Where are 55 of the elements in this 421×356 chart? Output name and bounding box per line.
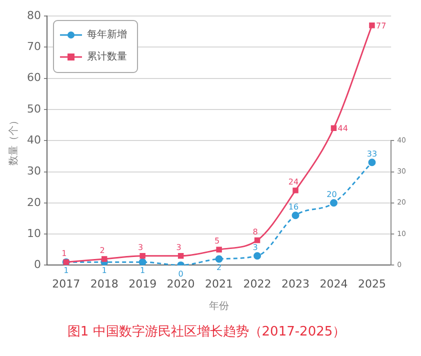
point <box>369 22 375 28</box>
point <box>140 252 146 259</box>
y-tick-label: 20 <box>26 196 41 209</box>
data-label: 5 <box>214 236 220 246</box>
text: 图1 中国数字游民社区增长趋势（2017-2025） <box>67 324 346 340</box>
point <box>178 252 184 259</box>
data-label: 1 <box>140 266 146 276</box>
y-tick-label: 60 <box>26 71 41 84</box>
data-label: 3 <box>138 242 144 252</box>
x-tick-label: 2019 <box>128 278 157 291</box>
x-tick-label: 2024 <box>320 278 348 291</box>
x-tick-label: 2020 <box>166 278 195 291</box>
data-label: 77 <box>376 21 386 30</box>
x-tick-label: 2018 <box>90 278 118 291</box>
x-tick-label: 2025 <box>358 278 386 291</box>
point <box>330 199 338 207</box>
y-tick-label: 40 <box>26 133 41 146</box>
x-tick-label: 2022 <box>243 278 272 291</box>
point <box>368 158 376 166</box>
data-label: 8 <box>252 227 258 236</box>
x-tick-label: 2023 <box>282 278 310 291</box>
point <box>216 246 222 252</box>
point <box>101 256 108 262</box>
data-label: 24 <box>288 178 299 187</box>
legend-label: 累计数量 <box>86 50 127 63</box>
legend-label: 每年新增 <box>86 28 127 41</box>
y-tick-label: 30 <box>26 164 41 178</box>
data-label: 33 <box>366 149 378 158</box>
point <box>330 125 337 132</box>
data-label: 1 <box>62 249 67 258</box>
y-tick-label: 10 <box>26 226 41 240</box>
data-label: 2 <box>216 263 222 272</box>
x-axis-title: 年份 <box>209 300 230 312</box>
data-label: 0 <box>178 269 184 278</box>
data-label: 16 <box>288 202 299 212</box>
y-tick-label: 80 <box>26 8 41 22</box>
x-tick-label: 2017 <box>52 278 80 291</box>
point <box>215 255 223 263</box>
data-label: 3 <box>252 242 258 252</box>
data-label: 20 <box>326 190 337 199</box>
point <box>254 237 260 244</box>
data-label: 1 <box>64 266 69 276</box>
y-tick-label: 70 <box>26 40 41 54</box>
point <box>138 258 146 266</box>
y-tick-label: 0 <box>34 258 41 272</box>
point <box>292 188 298 194</box>
data-label: 2 <box>100 246 105 256</box>
data-label: 1 <box>102 266 107 276</box>
point <box>254 252 262 260</box>
y-tick-label: 50 <box>26 102 41 116</box>
y-axis-title: 数量（个） <box>8 116 20 166</box>
point <box>292 212 300 220</box>
data-label: 3 <box>176 242 182 252</box>
x-tick-label: 2021 <box>205 278 234 291</box>
data-label: 44 <box>338 124 348 134</box>
